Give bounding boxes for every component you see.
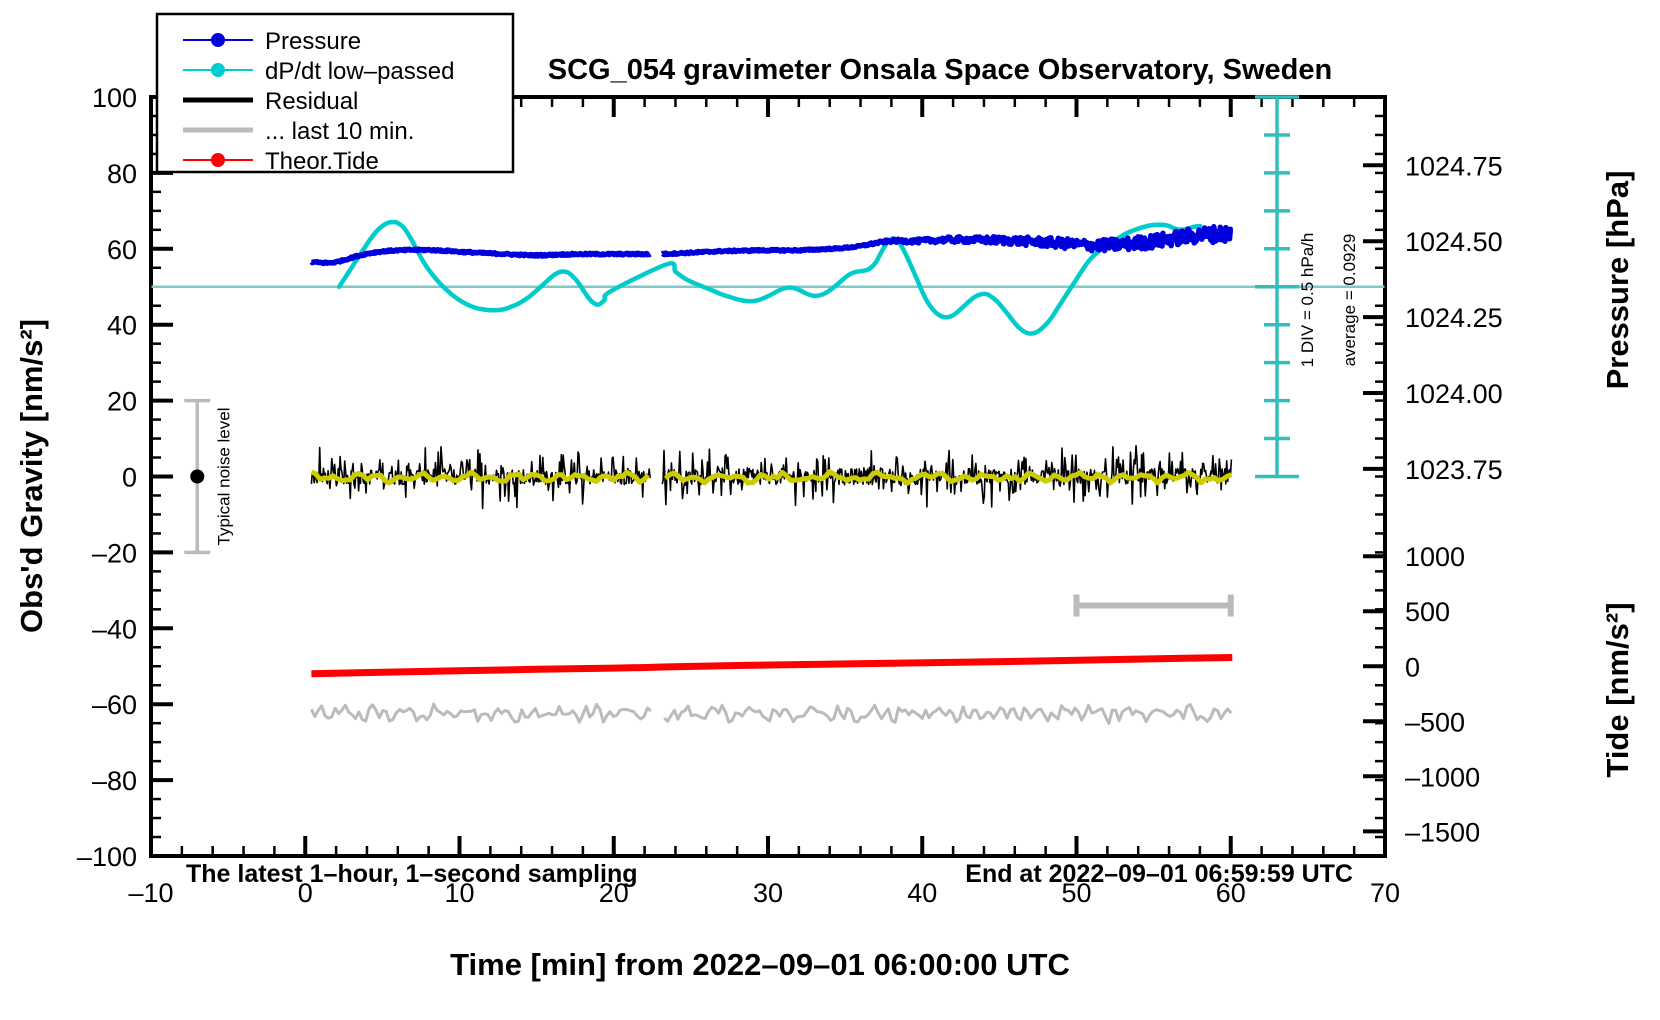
tide-tick-label: –1000 [1405,762,1480,792]
tide-tick-label: 1000 [1405,542,1465,572]
series-theor-tide [311,654,1233,678]
y-tick-label: 60 [107,235,137,265]
tide-tick-label: 0 [1405,652,1420,682]
x-axis-title: Time [min] from 2022–09–01 06:00:00 UTC [450,947,1070,982]
y-tick-label: –40 [92,614,137,644]
pressure-axis-title: Pressure [hPa] [1600,171,1635,390]
x-tick-label: 50 [1061,878,1091,908]
x-tick-label: –10 [128,878,173,908]
legend-marker-1 [211,33,225,47]
x-tick-label: 30 [753,878,783,908]
x-tick-label: 10 [444,878,474,908]
y-tick-label: 20 [107,387,137,417]
noise-center-dot [190,469,205,484]
bottom-left-annotation: The latest 1–hour, 1–second sampling [186,860,638,888]
legend-marker-5 [211,153,225,167]
bottom-right-annotation: End at 2022–09–01 06:59:59 UTC [965,860,1353,888]
tide-tick-label: –500 [1405,707,1465,737]
plot-title: SCG_054 gravimeter Onsala Space Observat… [548,54,1332,86]
y-tick-label: –100 [77,842,137,872]
series-residual-smoothed [310,469,1233,486]
y-tick-label: 0 [122,463,137,493]
legend-label-2: dP/dt low–passed [265,58,454,85]
pressure-tick-label: 1024.75 [1405,151,1503,181]
y-tick-label: 100 [92,83,137,113]
y-tick-label: –60 [92,690,137,720]
y-tick-label: –20 [92,538,137,568]
series-last10min [310,702,1233,725]
y-tick-label: 80 [107,159,137,189]
x-tick-label: 60 [1216,878,1246,908]
tide-axis-title: Tide [nm/s²] [1600,602,1635,777]
scale-average-label: average = 0.0929 [1340,234,1359,367]
legend-marker-2 [211,63,225,77]
legend-label-4: ... last 10 min. [265,118,414,145]
pressure-tick-label: 1024.00 [1405,379,1503,409]
tide-tick-label: 500 [1405,597,1450,627]
legend-label-1: Pressure [265,28,361,55]
scale-div-label: 1 DIV = 0.5 hPa/h [1298,233,1317,368]
tide-tick-label: –1500 [1405,817,1480,847]
x-tick-label: 70 [1370,878,1400,908]
noise-level-label: Typical noise level [214,408,233,546]
pressure-tick-label: 1024.50 [1405,227,1503,257]
pressure-tick-label: 1024.25 [1405,303,1503,333]
x-tick-label: 40 [907,878,937,908]
legend-label-5: Theor.Tide [265,148,379,175]
pressure-tick-label: 1023.75 [1405,455,1503,485]
x-tick-label: 0 [298,878,313,908]
y-tick-label: 40 [107,311,137,341]
legend-label-3: Residual [265,88,358,115]
series-dpdt-lowpassed [336,219,1203,336]
series-pressure [309,224,1234,267]
y-tick-label: –80 [92,766,137,796]
x-tick-label: 20 [599,878,629,908]
y-axis-title: Obs'd Gravity [nm/s²] [14,319,49,633]
